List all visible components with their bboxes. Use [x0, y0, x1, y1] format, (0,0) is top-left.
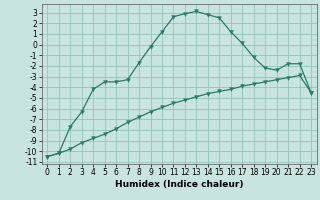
X-axis label: Humidex (Indice chaleur): Humidex (Indice chaleur) [115, 180, 244, 189]
